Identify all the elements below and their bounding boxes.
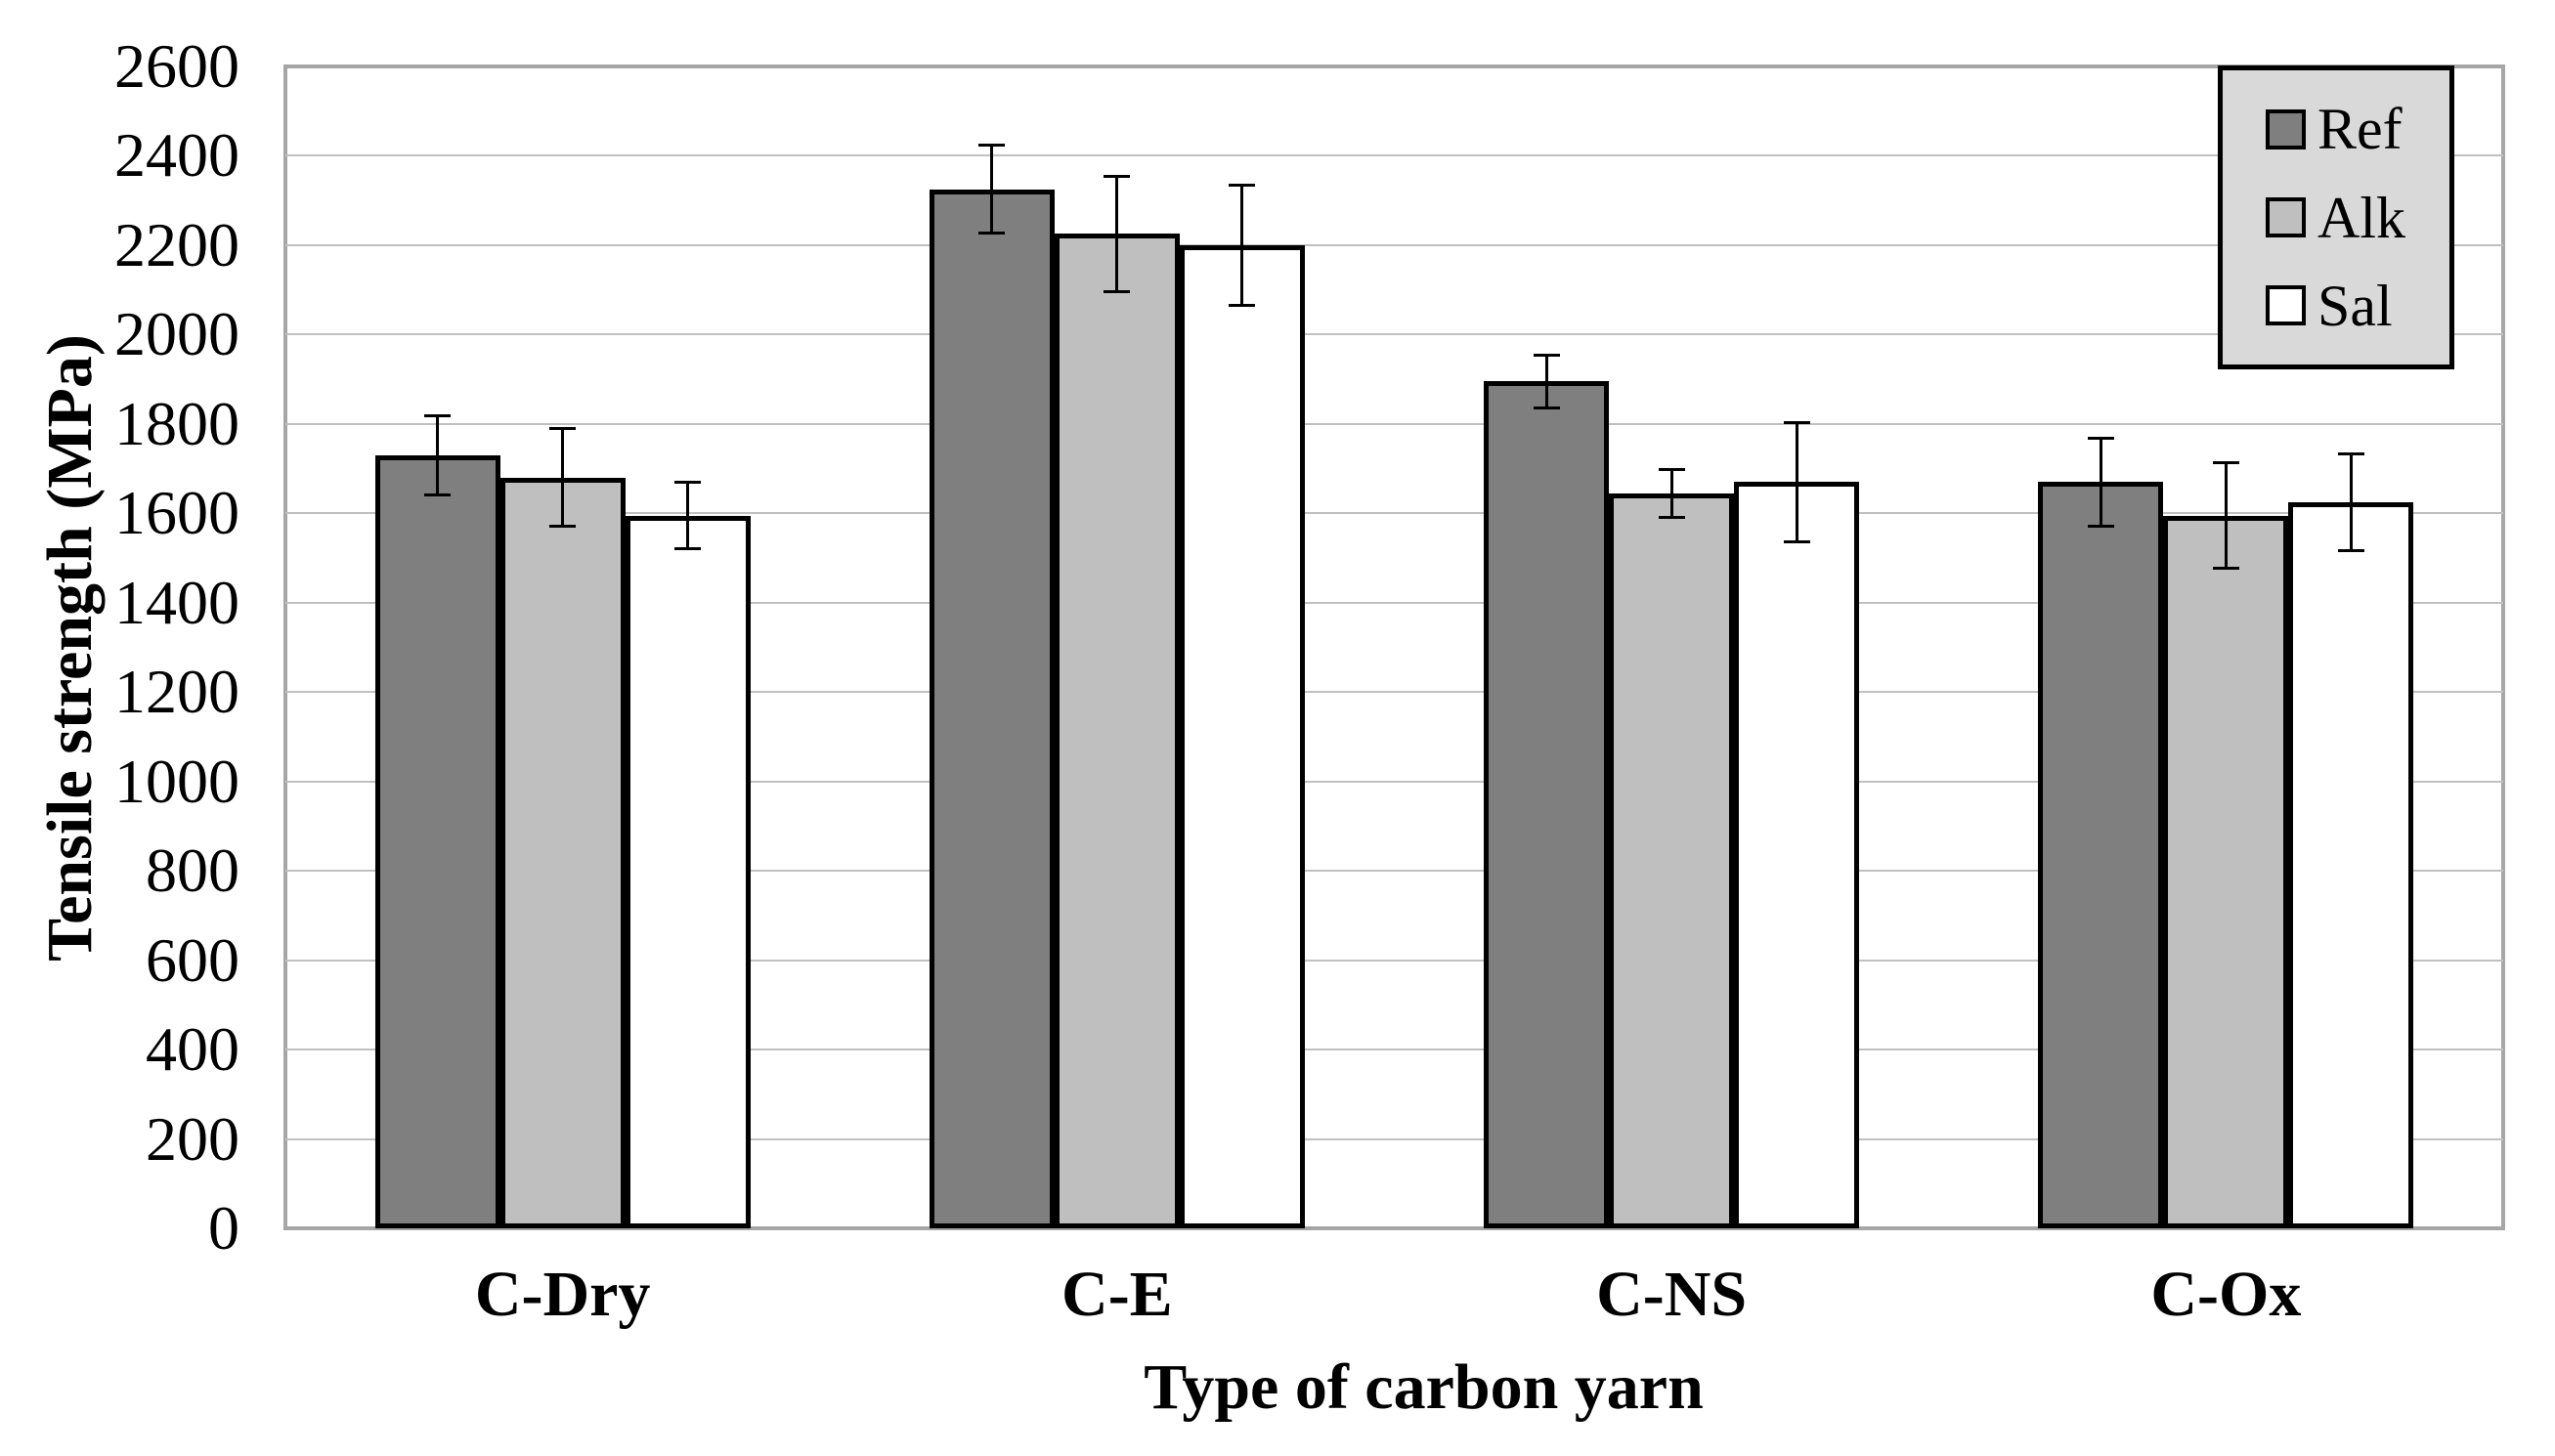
y-tick-label: 600 [146, 924, 239, 995]
y-tick-label: 2600 [114, 31, 239, 101]
bar-ref-c-ns [1484, 381, 1610, 1228]
legend: Ref Alk Sal [2218, 65, 2454, 369]
bar-alk-c-dry [499, 477, 626, 1228]
legend-label: Sal [2317, 273, 2393, 338]
y-tick-label: 1000 [114, 746, 239, 816]
error-bar [1544, 354, 1548, 408]
error-bar [436, 414, 440, 495]
gridline [285, 1137, 2503, 1140]
error-bar-cap-top [2087, 436, 2114, 440]
error-bar-cap-bottom [2337, 549, 2364, 553]
error-bar-cap-bottom [1658, 515, 1685, 519]
error-bar-cap-bottom [978, 232, 1006, 236]
gridline [285, 601, 2503, 604]
legend-swatch-alk [2266, 197, 2306, 237]
x-category-label: C-E [1061, 1259, 1173, 1330]
y-tick-label: 1600 [114, 478, 239, 548]
error-bar [990, 145, 994, 235]
gridline [285, 1049, 2503, 1051]
legend-item-sal: Sal [2266, 277, 2449, 335]
legend-label: Ref [2317, 97, 2403, 162]
legend-swatch-ref [2266, 108, 2306, 150]
error-bar-cap-bottom [1104, 289, 1131, 293]
y-tick-label: 200 [146, 1103, 239, 1174]
y-tick-label: 1800 [114, 388, 239, 458]
error-bar-cap-bottom [674, 546, 702, 550]
y-tick-label: 2400 [114, 120, 239, 191]
error-bar [686, 482, 690, 549]
bar-alk-c-ns [1609, 492, 1735, 1228]
bar-ref-c-ox [2038, 482, 2164, 1228]
y-tick-label: 800 [146, 835, 239, 906]
error-bar-cap-bottom [424, 493, 452, 496]
x-axis-title: Type of carbon yarn [1144, 1351, 1704, 1423]
gridline [285, 333, 2503, 336]
bar-sal-c-ns [1734, 482, 1860, 1228]
gridline [285, 870, 2503, 873]
error-bar [2224, 461, 2228, 570]
error-bar [1795, 421, 1798, 543]
gridline [285, 691, 2503, 694]
plot-border [283, 64, 2505, 1230]
gridline [285, 243, 2503, 246]
error-bar-cap-bottom [1229, 303, 1256, 307]
bar-ref-c-dry [374, 454, 500, 1228]
error-bar-cap-top [549, 427, 577, 431]
error-bar-cap-top [1104, 175, 1131, 179]
legend-swatch-sal [2266, 285, 2306, 326]
bar-sal-c-dry [625, 515, 751, 1228]
y-tick-label: 1400 [114, 567, 239, 637]
error-bar-cap-bottom [549, 525, 577, 529]
bar-sal-c-e [1179, 244, 1305, 1228]
error-bar [1240, 185, 1244, 306]
error-bar-cap-top [978, 144, 1006, 148]
error-bar [2349, 452, 2353, 552]
y-tick-label: 2000 [114, 299, 239, 369]
y-tick-label: 400 [146, 1014, 239, 1085]
error-bar-cap-top [424, 413, 452, 417]
x-category-label: C-Ox [2150, 1259, 2302, 1330]
error-bar [561, 428, 565, 527]
error-bar-cap-top [2212, 460, 2239, 464]
legend-item-ref: Ref [2266, 100, 2449, 158]
error-bar-cap-top [1783, 420, 1810, 424]
error-bar [1669, 468, 1673, 518]
error-bar-cap-top [2337, 451, 2364, 455]
y-tick-label: 0 [208, 1193, 239, 1263]
bar-alk-c-e [1054, 234, 1180, 1228]
x-category-label: C-NS [1596, 1259, 1748, 1330]
error-bar-cap-bottom [1533, 406, 1560, 409]
error-bar-cap-bottom [2212, 567, 2239, 571]
error-bar-cap-bottom [1783, 540, 1810, 544]
gridline [285, 512, 2503, 515]
gridline [285, 154, 2503, 157]
error-bar-cap-top [1658, 467, 1685, 471]
error-bar [1115, 176, 1119, 292]
bar-sal-c-ox [2288, 501, 2414, 1228]
legend-item-alk: Alk [2266, 189, 2449, 247]
error-bar-cap-top [1229, 184, 1256, 188]
bar-alk-c-ox [2163, 515, 2289, 1228]
gridline [285, 422, 2503, 425]
x-category-label: C-Dry [474, 1259, 651, 1330]
error-bar [2099, 437, 2102, 528]
gridline [285, 959, 2503, 962]
error-bar-cap-top [674, 481, 702, 485]
error-bar-cap-bottom [2087, 525, 2114, 529]
legend-label: Alk [2317, 185, 2405, 250]
gridline [285, 780, 2503, 783]
y-tick-label: 2200 [114, 209, 239, 279]
error-bar-cap-top [1533, 353, 1560, 357]
bar-ref-c-e [929, 189, 1055, 1228]
y-tick-label: 1200 [114, 657, 239, 727]
